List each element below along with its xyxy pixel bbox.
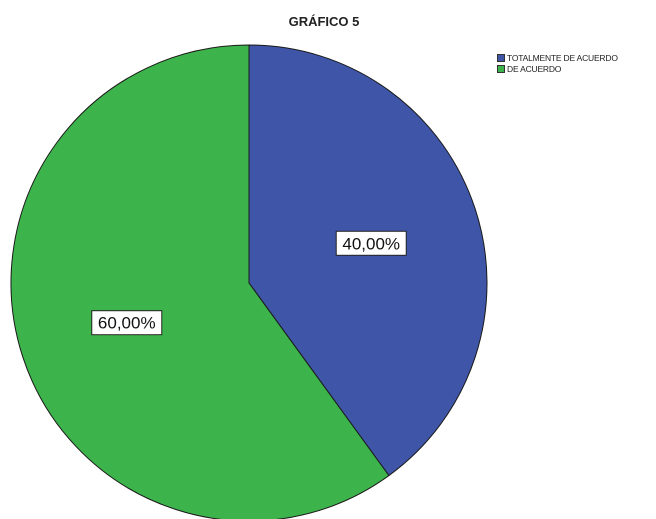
legend-item-totalmente: TOTALMENTE DE ACUERDO: [497, 52, 618, 63]
chart-title: GRÁFICO 5: [0, 14, 656, 29]
legend-swatch-totalmente: [497, 53, 505, 62]
legend-swatch-de-acuerdo: [497, 64, 505, 73]
legend-item-de-acuerdo: DE ACUERDO: [497, 63, 618, 74]
legend-label-totalmente: TOTALMENTE DE ACUERDO: [507, 52, 618, 63]
slice-label-text-0: 40,00%: [342, 234, 400, 253]
legend: TOTALMENTE DE ACUERDO DE ACUERDO: [497, 52, 618, 74]
slice-label-1: 60,00%: [91, 310, 163, 336]
pie-slice-0: [248, 44, 488, 477]
slice-label-text-1: 60,00%: [98, 314, 156, 333]
slice-label-box-1: [91, 310, 163, 336]
pie-slice-1: [10, 44, 390, 519]
slice-label-box-0: [335, 230, 407, 256]
legend-label-de-acuerdo: DE ACUERDO: [507, 63, 562, 74]
slice-label-0: 40,00%: [335, 230, 407, 256]
chart-title-text: GRÁFICO 5: [288, 14, 360, 29]
